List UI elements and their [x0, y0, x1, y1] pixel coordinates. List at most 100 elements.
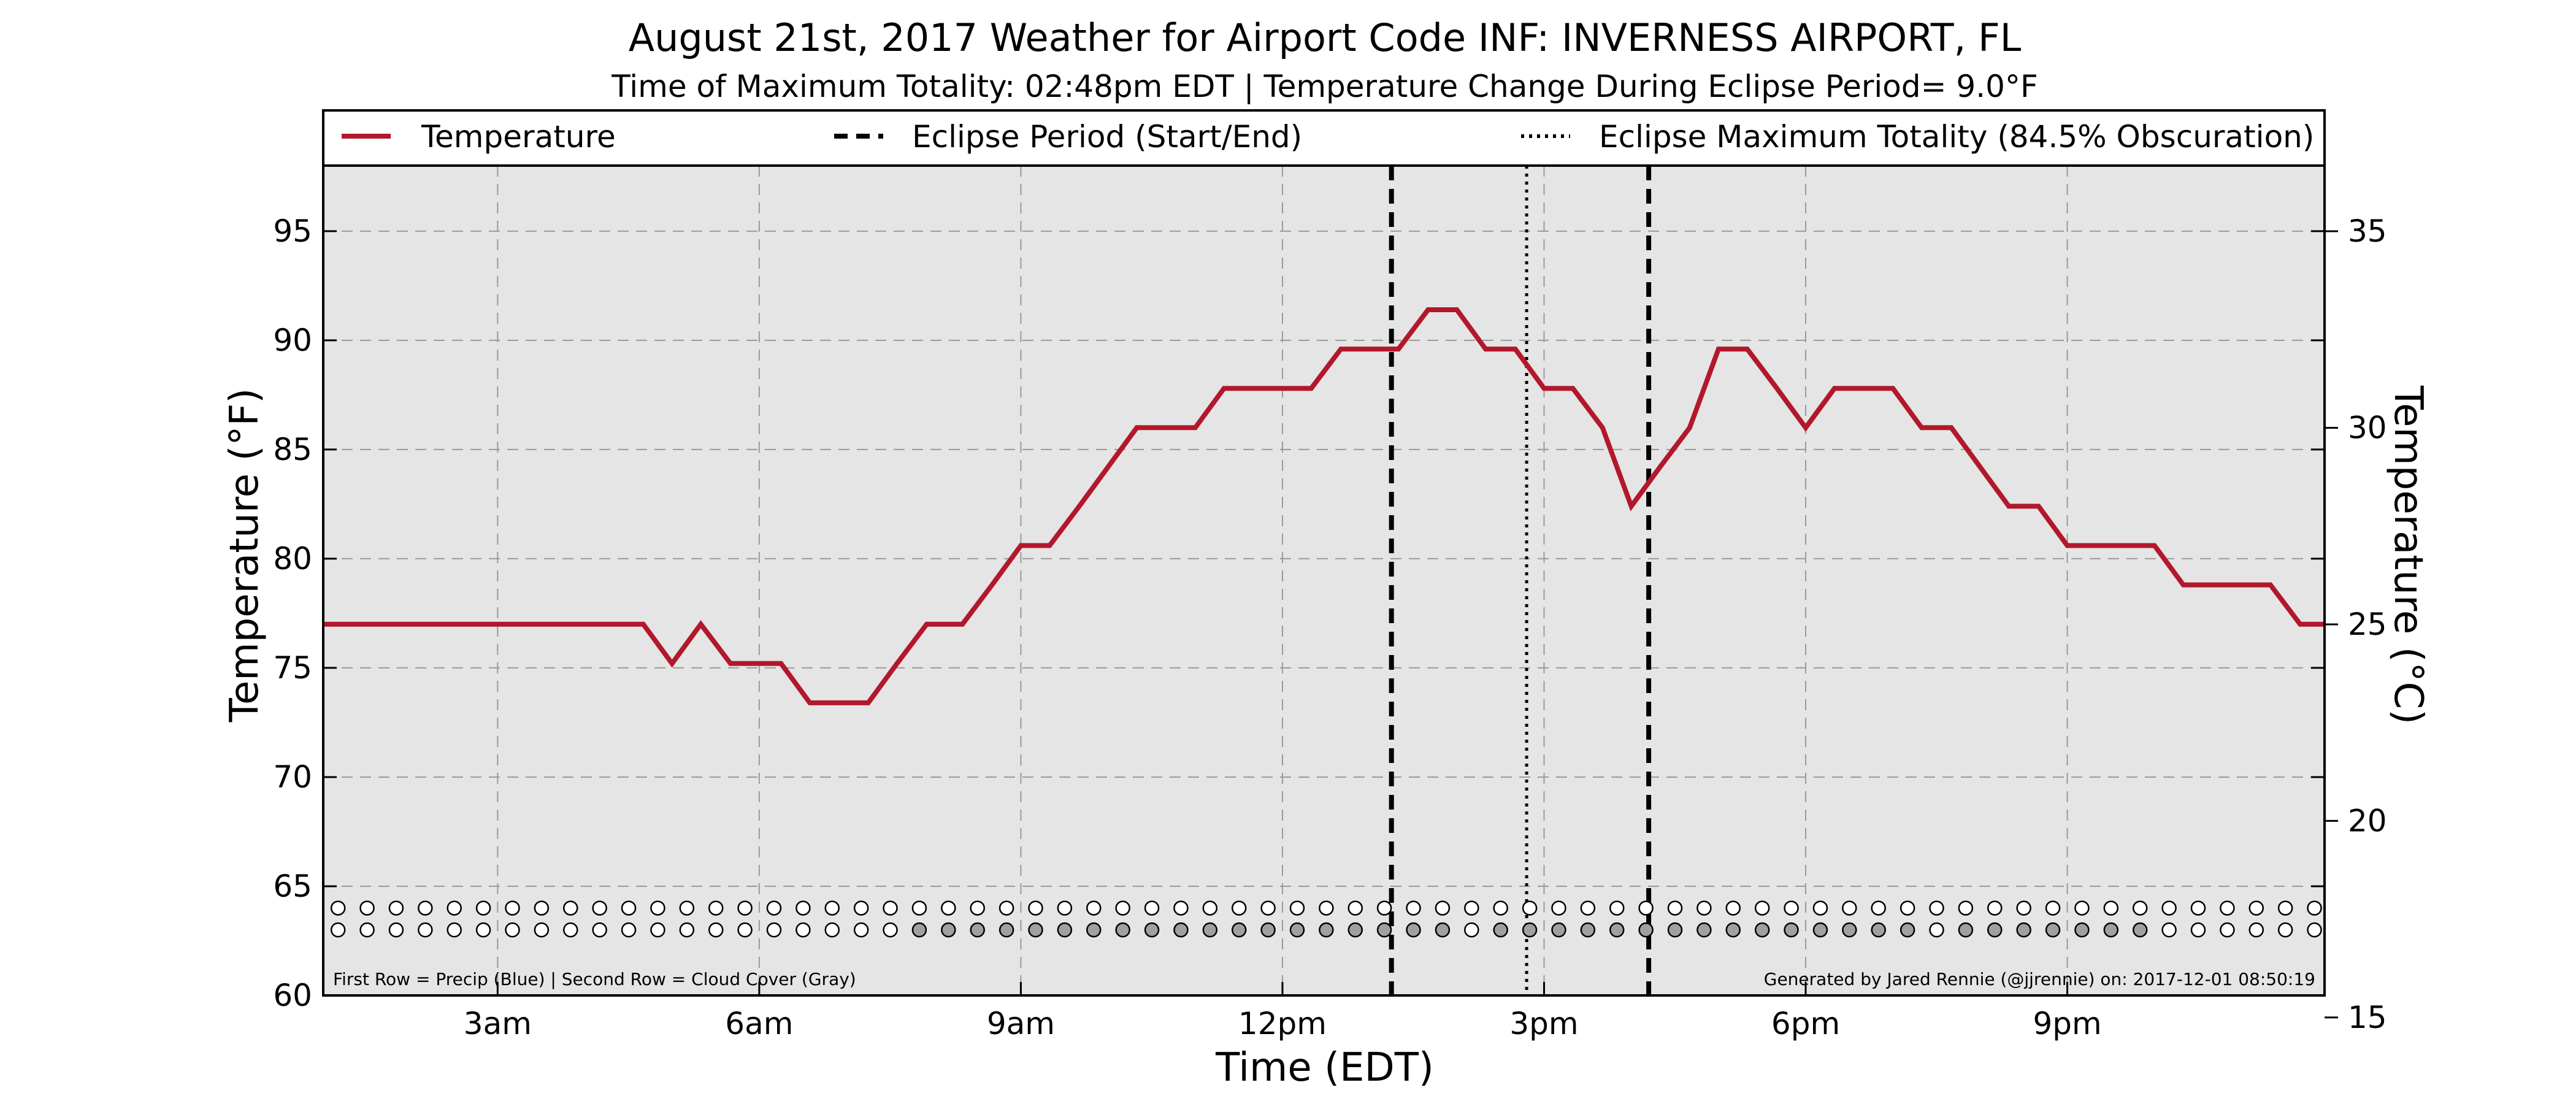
precip-dot: [447, 900, 462, 916]
precip-dot: [1871, 900, 1886, 916]
cloud-dot: [883, 922, 898, 938]
cloud-dot: [941, 922, 956, 938]
y-axis-title-right: Temperature (°C): [2385, 385, 2431, 724]
precip-dot: [1347, 900, 1363, 916]
precip-dot: [1086, 900, 1102, 916]
precip-dot: [2132, 900, 2148, 916]
precip-dot: [679, 900, 695, 916]
cloud-dot: [2103, 922, 2119, 938]
cloud-dot: [2220, 922, 2235, 938]
precip-dot: [1493, 900, 1508, 916]
precip-dot: [1173, 900, 1189, 916]
precip-dot: [1842, 900, 1857, 916]
cloud-dot: [1144, 922, 1160, 938]
cloud-dot: [2161, 922, 2177, 938]
y-axis-title-left: Temperature (°F): [222, 388, 267, 723]
y-tick-label: 85: [273, 432, 312, 467]
cloud-dot: [621, 922, 637, 938]
cloud-dot: [911, 922, 927, 938]
precip-dot: [1464, 900, 1479, 916]
y-right-tick-label: 20: [2348, 803, 2387, 838]
precip-dot: [1812, 900, 1828, 916]
cloud-dot: [795, 922, 811, 938]
precip-dot: [708, 900, 724, 916]
cloud-dot: [650, 922, 665, 938]
cloud-dot: [970, 922, 985, 938]
plot-area: [323, 166, 2325, 995]
precip-dot: [999, 900, 1014, 916]
cloud-dot: [1754, 922, 1770, 938]
precip-dot: [1696, 900, 1712, 916]
cloud-dot: [1435, 922, 1451, 938]
cloud-dot: [1871, 922, 1886, 938]
precip-dot: [1958, 900, 1974, 916]
y-tick-label: 75: [273, 650, 312, 686]
cloud-dot: [1667, 922, 1683, 938]
cloud-dot: [1958, 922, 1974, 938]
cloud-dot: [475, 922, 491, 938]
cloud-dot: [447, 922, 462, 938]
x-tick-label: 3pm: [1509, 1006, 1578, 1041]
precip-dot: [563, 900, 578, 916]
grid-lines: [323, 166, 2325, 995]
cloud-dot: [330, 922, 346, 938]
cloud-dot: [1376, 922, 1392, 938]
x-tick-label: 9pm: [2033, 1006, 2101, 1041]
x-tick-label: 6pm: [1771, 1006, 1840, 1041]
precip-dot: [1260, 900, 1276, 916]
cloud-dot: [2307, 922, 2322, 938]
y-right-tick-label: 15: [2348, 1000, 2387, 1035]
cloud-dot: [2248, 922, 2264, 938]
chart-title: August 21st, 2017 Weather for Airport Co…: [629, 15, 2022, 60]
series-lines: [323, 307, 2325, 705]
y-tick-label: 95: [273, 213, 312, 249]
y-tick-label: 90: [273, 323, 312, 358]
precip-dot: [1784, 900, 1799, 916]
y-tick-label: 70: [273, 759, 312, 795]
cloud-dot: [2016, 922, 2031, 938]
y-right-tick-label: 30: [2348, 410, 2387, 445]
cloud-dot: [2132, 922, 2148, 938]
cloud-dot: [1522, 922, 1538, 938]
x-tick-label: 3am: [464, 1006, 532, 1041]
cloud-dot: [1812, 922, 1828, 938]
precip-dot: [2307, 900, 2322, 916]
cloud-dot: [359, 922, 375, 938]
precip-dot: [883, 900, 898, 916]
cloud-dot: [1202, 922, 1218, 938]
cloud-dot: [737, 922, 753, 938]
cloud-dot: [1725, 922, 1741, 938]
cloud-dot: [1696, 922, 1712, 938]
footnote-left: First Row = Precip (Blue) | Second Row =…: [333, 969, 856, 989]
cloud-dot: [1231, 922, 1247, 938]
precip-cloud-rows: [330, 900, 2322, 938]
cloud-dot: [1173, 922, 1189, 938]
precip-dot: [1231, 900, 1247, 916]
y-right-tick-label: 25: [2348, 607, 2387, 642]
precip-dot: [621, 900, 637, 916]
cloud-dot: [1464, 922, 1479, 938]
cloud-dot: [563, 922, 578, 938]
precip-dot: [1551, 900, 1566, 916]
cloud-dot: [708, 922, 724, 938]
precip-dot: [1725, 900, 1741, 916]
precip-dot: [418, 900, 433, 916]
precip-dot: [330, 900, 346, 916]
y-axis-right: 15 20 25 30 35: [2325, 213, 2387, 1035]
cloud-dot: [824, 922, 840, 938]
cloud-dot: [1319, 922, 1334, 938]
precip-dot: [1406, 900, 1421, 916]
cloud-dot: [1289, 922, 1305, 938]
precip-dot: [824, 900, 840, 916]
x-tick-label: 12pm: [1238, 1006, 1327, 1041]
cloud-dot: [1028, 922, 1043, 938]
precip-dot: [1754, 900, 1770, 916]
precip-dot: [911, 900, 927, 916]
cloud-dot: [2277, 922, 2293, 938]
precip-dot: [1115, 900, 1130, 916]
precip-dot: [1929, 900, 1944, 916]
precip-dot: [2277, 900, 2293, 916]
precip-dot: [1580, 900, 1596, 916]
precip-dot: [2220, 900, 2235, 916]
precip-dot: [1057, 900, 1073, 916]
